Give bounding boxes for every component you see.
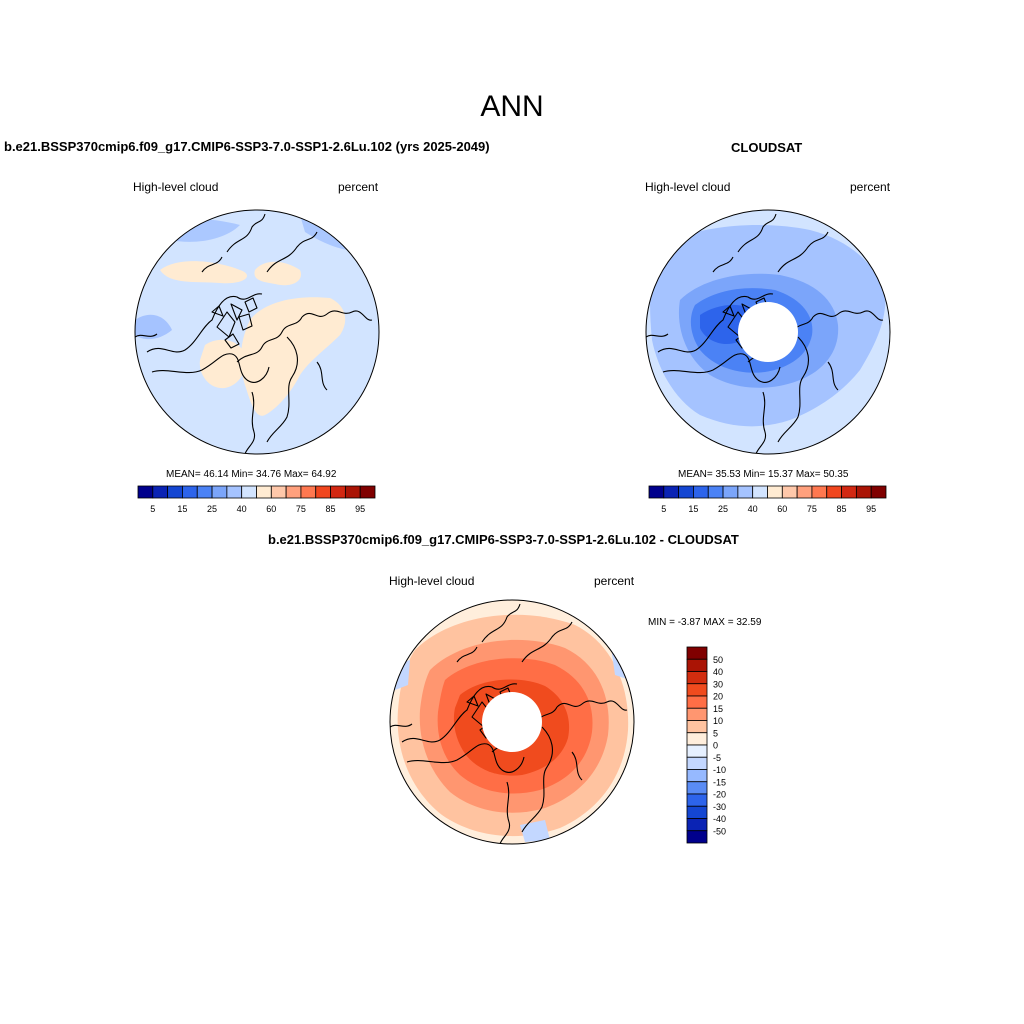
diff-colorbar-box — [686, 683, 708, 697]
diff-colorbar-tick-label: 50 — [713, 655, 723, 665]
model-colorbar-box — [270, 485, 287, 499]
diff-colorbar-box — [686, 720, 708, 734]
model-colorbar-tick-label: 5 — [150, 504, 155, 514]
obs-colorbar-tick-label: 95 — [866, 504, 876, 514]
model-stats: MEAN= 46.14 Min= 34.76 Max= 64.92 — [166, 469, 337, 480]
obs-colorbar-box — [693, 485, 709, 499]
obs-colorbar-box — [841, 485, 857, 499]
model-colorbar-box — [256, 485, 272, 499]
obs-colorbar-box — [648, 485, 665, 499]
model-map — [134, 209, 380, 455]
diff-colorbar-tick-label: -10 — [713, 765, 726, 775]
diff-colorbar-tick-label: -30 — [713, 802, 726, 812]
diff-colorbar-tick-label: -20 — [713, 790, 726, 800]
model-colorbar-box — [167, 485, 183, 499]
model-colorbar-box — [196, 485, 213, 499]
obs-colorbar-tick-label: 25 — [718, 504, 728, 514]
obs-colorbar-tick-label: 85 — [837, 504, 847, 514]
obs-colorbar-box — [855, 485, 872, 499]
diff-colorbar-tick-label: -50 — [713, 826, 726, 836]
model-colorbar-box — [241, 485, 257, 499]
obs-colorbar-box — [826, 485, 842, 499]
diff-colorbar-tick-label: 40 — [713, 667, 723, 677]
model-colorbar: 5 15 25 40 60 75 85 95 — [137, 485, 376, 514]
model-colorbar-box — [137, 485, 154, 499]
obs-colorbar-box — [722, 485, 739, 499]
obs-colorbar-box — [781, 485, 798, 499]
model-colorbar-tick-label: 95 — [355, 504, 365, 514]
diff-colorbar-box — [686, 769, 708, 783]
diff-colorbar-tick-label: 20 — [713, 692, 723, 702]
diff-colorbar-box — [686, 646, 708, 660]
diff-panel-title: b.e21.BSSP370cmip6.f09_g17.CMIP6-SSP3-7.… — [268, 532, 739, 547]
model-colorbar-box — [315, 485, 331, 499]
diff-colorbar-box — [686, 793, 708, 807]
diff-colorbar-tick-label: -40 — [713, 814, 726, 824]
diff-colorbar-box — [686, 744, 708, 758]
model-colorbar-tick-label: 40 — [237, 504, 247, 514]
diff-colorbar-tick-label: 15 — [713, 704, 723, 714]
model-colorbar-box — [359, 485, 376, 499]
model-colorbar-tick-label: 75 — [296, 504, 306, 514]
diff-colorbar-tick-label: 10 — [713, 716, 723, 726]
diff-stats: MIN = -3.87 MAX = 32.59 — [648, 617, 762, 628]
model-colorbar-box — [344, 485, 361, 499]
model-colorbar-box — [300, 485, 317, 499]
model-colorbar-tick-label: 85 — [326, 504, 336, 514]
obs-colorbar-tick-label: 15 — [688, 504, 698, 514]
diff-variable-label: High-level cloud — [389, 574, 475, 588]
obs-variable-label: High-level cloud — [645, 180, 731, 194]
obs-colorbar-box — [752, 485, 768, 499]
diff-colorbar-tick-label: -15 — [713, 777, 726, 787]
obs-colorbar-tick-label: 60 — [777, 504, 787, 514]
obs-stats: MEAN= 35.53 Min= 15.37 Max= 50.35 — [678, 469, 849, 480]
diff-colorbar-box — [686, 805, 708, 819]
obs-colorbar-box — [870, 485, 887, 499]
model-units-label: percent — [338, 180, 379, 194]
model-colorbar-box — [182, 485, 198, 499]
diff-colorbar-box — [686, 658, 708, 672]
model-colorbar-tick-label: 25 — [207, 504, 217, 514]
diff-colorbar-box — [686, 756, 708, 770]
figure-title: ANN — [480, 90, 544, 123]
model-colorbar-tick-label: 15 — [177, 504, 187, 514]
obs-panel-title: CLOUDSAT — [731, 140, 803, 155]
model-colorbar-box — [211, 485, 228, 499]
diff-colorbar-box — [686, 707, 708, 721]
obs-colorbar-box — [811, 485, 828, 499]
diff-colorbar-tick-label: 30 — [713, 679, 723, 689]
obs-colorbar-tick-label: 75 — [807, 504, 817, 514]
obs-colorbar-box — [767, 485, 783, 499]
diff-colorbar-tick-label: 0 — [713, 741, 718, 751]
model-colorbar-box — [330, 485, 346, 499]
diff-units-label: percent — [594, 574, 635, 588]
model-variable-label: High-level cloud — [133, 180, 219, 194]
obs-colorbar-box — [796, 485, 813, 499]
obs-colorbar-box — [663, 485, 680, 499]
model-colorbar-box — [285, 485, 302, 499]
obs-units-label: percent — [850, 180, 891, 194]
diff-colorbar-box — [686, 781, 708, 795]
model-colorbar-box — [226, 485, 243, 499]
obs-map — [645, 209, 891, 455]
obs-colorbar: 5 15 25 40 60 75 85 95 — [648, 485, 887, 514]
model-colorbar-box — [152, 485, 169, 499]
diff-colorbar-box — [686, 695, 708, 709]
diff-map — [389, 599, 635, 845]
diff-colorbar-box — [686, 671, 708, 685]
model-panel-title: b.e21.BSSP370cmip6.f09_g17.CMIP6-SSP3-7.… — [4, 139, 490, 154]
model-colorbar-tick-label: 60 — [266, 504, 276, 514]
obs-colorbar-box — [737, 485, 754, 499]
obs-colorbar-tick-label: 5 — [661, 504, 666, 514]
obs-colorbar-box — [678, 485, 694, 499]
diff-colorbar-tick-label: -5 — [713, 753, 721, 763]
diff-colorbar-tick-label: 5 — [713, 728, 718, 738]
diff-colorbar-box — [686, 830, 708, 844]
obs-colorbar-tick-label: 40 — [748, 504, 758, 514]
obs-colorbar-box — [707, 485, 724, 499]
diff-colorbar-box — [686, 818, 708, 832]
diff-colorbar-box — [686, 732, 708, 746]
